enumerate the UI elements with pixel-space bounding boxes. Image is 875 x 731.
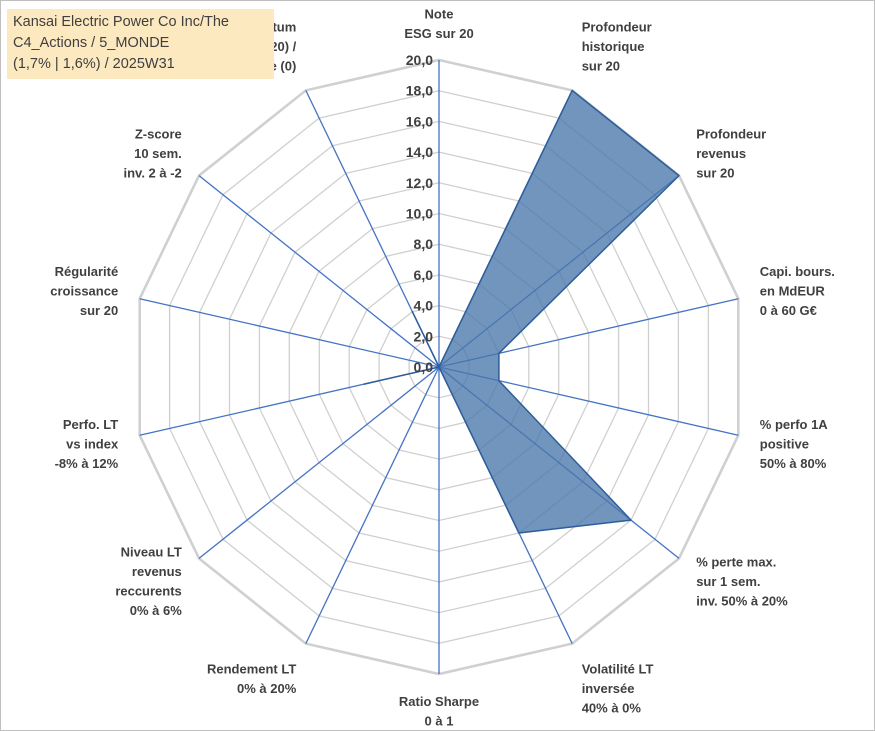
axis-spoke-11 [139, 298, 440, 368]
tick-label: 2,0 [414, 328, 434, 344]
axis-label-6: Volatilité LT inversée 40% à 0% [582, 661, 654, 715]
axis-spoke-9 [198, 366, 440, 559]
chart-title-line-1: Kansai Electric Power Co Inc/The [13, 14, 229, 30]
axis-label-7: Ratio Sharpe 0 à 1 [399, 694, 479, 729]
axis-label-1: Profondeur historique sur 20 [582, 20, 652, 74]
axis-label-0: Note ESG sur 20 [404, 7, 473, 42]
axis-spoke-12 [198, 175, 440, 368]
tick-label: 4,0 [414, 298, 434, 314]
axis-label-9: Niveau LT revenus reccurents 0% à 6% [115, 545, 182, 619]
axis-label-11: Régularité croissance sur 20 [50, 264, 118, 318]
axis-label-5: % perte max. sur 1 sem. inv. 50% à 20% [696, 554, 788, 608]
axis-label-10: Perfo. LT vs index -8% à 12% [55, 417, 119, 471]
axis-label-12: Z-score 10 sem. inv. 2 à -2 [124, 127, 182, 181]
tick-label: 8,0 [414, 236, 434, 252]
series-area [363, 89, 680, 534]
tick-label: 10,0 [406, 206, 433, 222]
chart-title-box: Kansai Electric Power Co Inc/The C4_Acti… [7, 9, 274, 79]
tick-label: 12,0 [406, 175, 433, 191]
axis-label-8: Rendement LT 0% à 20% [207, 661, 297, 696]
axis-label-4: % perfo 1A positive 50% à 80% [760, 417, 829, 471]
axis-label-3: Capi. bours. en MdEUR 0 à 60 G€ [760, 264, 835, 318]
tick-label: 20,0 [406, 52, 433, 68]
tick-label: 14,0 [406, 144, 433, 160]
chart-title-line-3: (1,7% | 1,6%) / 2025W31 [13, 56, 175, 72]
tick-label: 18,0 [406, 83, 433, 99]
chart-title-line-2: C4_Actions / 5_MONDE [13, 35, 170, 51]
tick-label: 6,0 [414, 267, 434, 283]
axis-spoke-8 [305, 366, 440, 644]
tick-label: 16,0 [406, 113, 433, 129]
tick-label: 0,0 [414, 359, 434, 375]
axis-label-2: Profondeur revenus sur 20 [696, 127, 766, 181]
